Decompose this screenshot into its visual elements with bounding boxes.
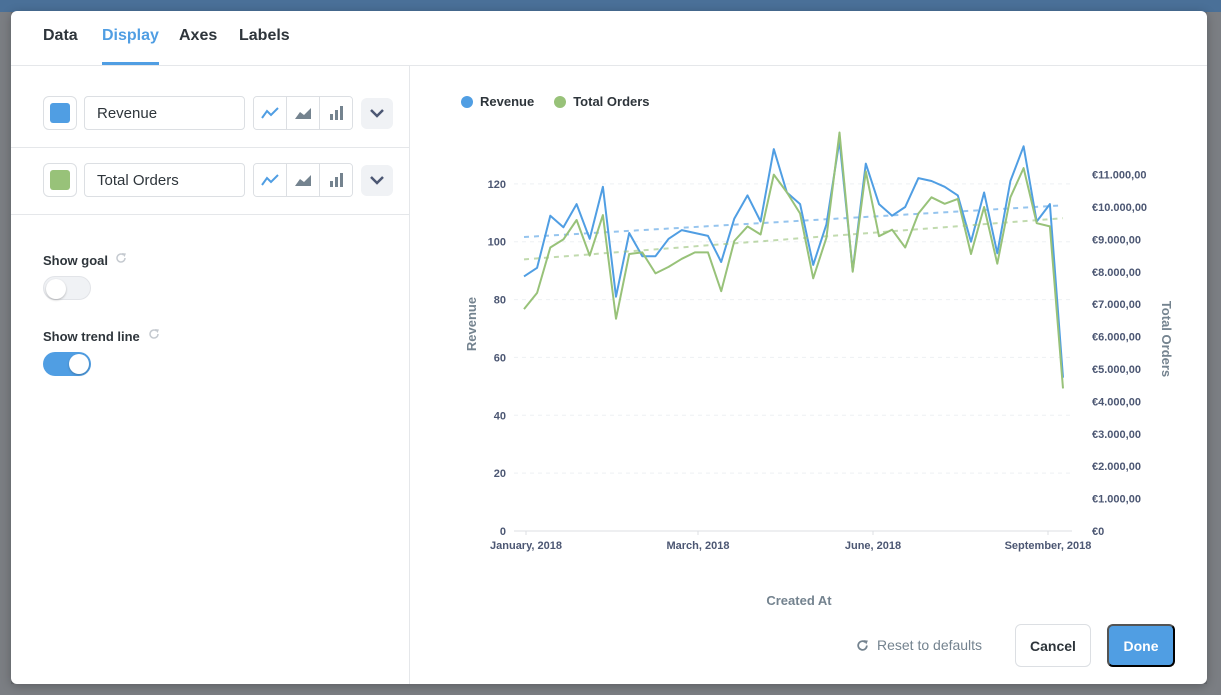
- reset-icon: [857, 639, 868, 651]
- y-left-tick-label: 0: [500, 526, 506, 538]
- y-right-tick-label: €7.000,00: [1092, 299, 1141, 311]
- series-color-picker[interactable]: [43, 163, 77, 197]
- show-goal-label: Show goal: [43, 253, 108, 268]
- legend-label: Revenue: [480, 94, 535, 109]
- color-swatch: [50, 103, 70, 123]
- legend-item-revenue[interactable]: Revenue: [461, 94, 534, 109]
- y-left-tick-label: 100: [488, 237, 506, 249]
- y-right-tick-label: €0: [1092, 526, 1104, 538]
- reset-icon[interactable]: [115, 252, 127, 264]
- background-bottom: [0, 684, 1221, 695]
- settings-panel: Show goal Show trend line: [11, 66, 410, 684]
- y-right-tick-label: €11.000,00: [1092, 170, 1146, 182]
- x-tick-label: June, 2018: [845, 540, 901, 552]
- series-row-revenue: [11, 81, 410, 148]
- x-tick-label: March, 2018: [667, 540, 730, 552]
- y-axis-title-right: Total Orders: [1159, 301, 1174, 377]
- y-right-tick-label: €2.000,00: [1092, 461, 1141, 473]
- series-row-total-orders: [11, 148, 410, 215]
- legend-item-total-orders[interactable]: Total Orders: [554, 94, 650, 109]
- y-axis-title-left: Revenue: [464, 297, 479, 351]
- x-axis-title: Created At: [766, 593, 832, 608]
- area-chart-icon: [295, 108, 311, 119]
- show-trend-line-toggle[interactable]: [43, 352, 91, 376]
- legend-dot: [461, 95, 473, 108]
- color-swatch: [50, 170, 70, 190]
- trend-line-total-orders: [523, 217, 1064, 261]
- chart-legend: Revenue Total Orders: [461, 94, 650, 109]
- y-right-tick-label: €8.000,00: [1092, 267, 1141, 279]
- toggle-knob: [69, 354, 89, 374]
- legend-dot: [554, 95, 567, 108]
- bar-chart-button[interactable]: [320, 97, 352, 129]
- y-right-tick-label: €1.000,00: [1092, 494, 1141, 506]
- line-chart-icon: [261, 107, 279, 119]
- bar-chart-icon: [330, 106, 343, 120]
- y-left-tick-label: 40: [494, 410, 506, 422]
- line-chart: 0 20 40 60 80 100 120 €0 €1.000,00 €2.000,00 €3.00…: [464, 131, 1174, 608]
- area-chart-button[interactable]: [287, 97, 320, 129]
- bar-chart-button[interactable]: [320, 164, 352, 196]
- chart-type-selector: [253, 96, 353, 130]
- area-chart-icon: [295, 175, 311, 186]
- chart-settings-modal: Data Display Axes Labels: [11, 11, 1207, 684]
- reset-icon[interactable]: [148, 328, 160, 340]
- tab-labels[interactable]: Labels: [239, 27, 290, 44]
- y-right-tick-label: €9.000,00: [1092, 234, 1141, 246]
- x-tick-label: September, 2018: [1005, 540, 1092, 552]
- cancel-button[interactable]: Cancel: [1015, 624, 1091, 667]
- tab-display[interactable]: Display: [102, 27, 159, 65]
- series-line-revenue[interactable]: [523, 139, 1064, 378]
- line-chart-button[interactable]: [254, 164, 287, 196]
- line-chart-button[interactable]: [254, 97, 287, 129]
- series-name-input[interactable]: [84, 163, 245, 197]
- chart-preview: Revenue Total Orders 0 20 40 60 80 100 120 €0 €1…: [411, 66, 1207, 611]
- legend-label: Total Orders: [573, 94, 650, 109]
- expand-series-button[interactable]: [361, 165, 393, 196]
- chevron-down-icon: [370, 176, 384, 185]
- background-app-header: [0, 0, 1221, 12]
- series-color-picker[interactable]: [43, 96, 77, 130]
- line-chart-icon: [261, 174, 279, 186]
- show-trend-line-label: Show trend line: [43, 329, 140, 344]
- y-right-tick-label: €3.000,00: [1092, 429, 1141, 441]
- area-chart-button[interactable]: [287, 164, 320, 196]
- reset-to-defaults-button[interactable]: Reset to defaults: [856, 637, 982, 653]
- series-name-input[interactable]: [84, 96, 245, 130]
- background-left: [0, 12, 11, 695]
- expand-series-button[interactable]: [361, 98, 393, 129]
- y-left-tick-label: 20: [494, 468, 506, 480]
- y-left-tick-label: 80: [494, 295, 506, 307]
- done-button[interactable]: Done: [1107, 624, 1175, 667]
- series-line-total-orders[interactable]: [523, 131, 1064, 389]
- x-tick-label: January, 2018: [490, 540, 562, 552]
- y-left-tick-label: 60: [494, 352, 506, 364]
- y-right-tick-label: €10.000,00: [1092, 202, 1147, 214]
- chart-type-selector: [253, 163, 353, 197]
- y-left-tick-label: 120: [488, 179, 506, 191]
- y-right-tick-label: €4.000,00: [1092, 396, 1141, 408]
- y-right-tick-label: €5.000,00: [1092, 364, 1141, 376]
- background-right: [1207, 12, 1221, 695]
- tab-data[interactable]: Data: [43, 27, 78, 44]
- bar-chart-icon: [330, 173, 343, 187]
- reset-label: Reset to defaults: [877, 637, 983, 653]
- chevron-down-icon: [370, 109, 384, 118]
- settings-tabs: Data Display Axes Labels: [11, 11, 1207, 66]
- tab-axes[interactable]: Axes: [179, 27, 218, 44]
- toggle-knob: [46, 279, 66, 299]
- y-right-tick-label: €6.000,00: [1092, 332, 1141, 344]
- show-goal-toggle[interactable]: [43, 276, 91, 300]
